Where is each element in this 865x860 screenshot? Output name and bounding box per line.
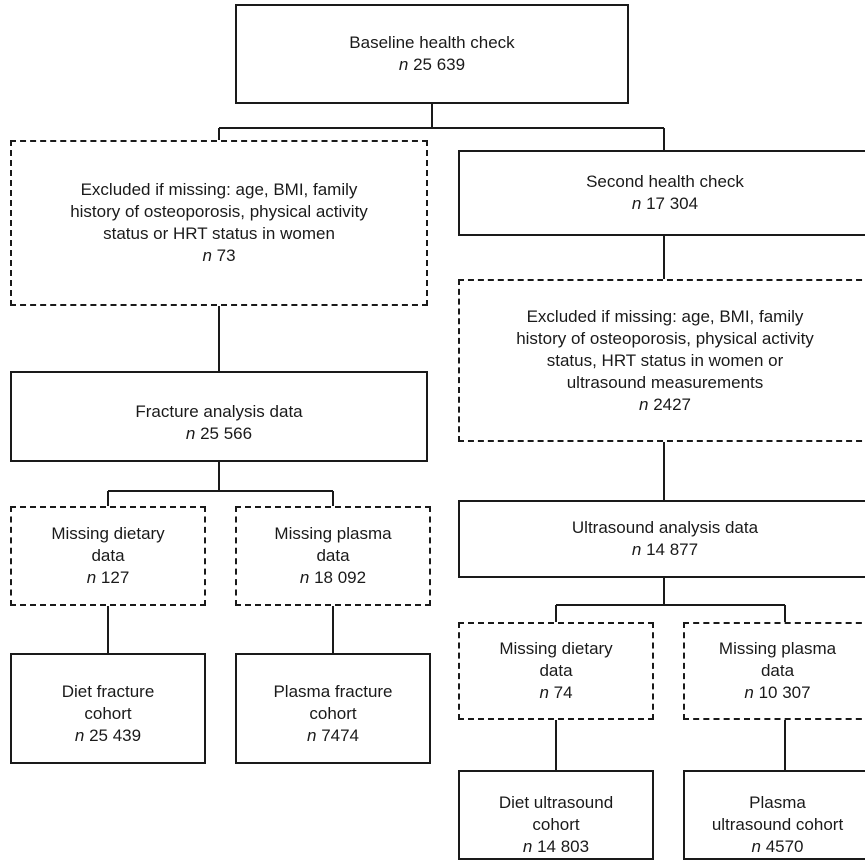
box-count: n 127	[86, 568, 130, 587]
box-label: Ultrasound analysis data	[571, 518, 759, 537]
box-count: n 25 639	[398, 55, 466, 74]
box-count: n 2427	[638, 394, 692, 414]
excluded-baseline-box: Excluded if missing: age, BMI, family hi…	[10, 140, 428, 306]
box-count: n 14 877	[631, 540, 699, 559]
plasma-ultrasound-cohort-box: Plasma ultrasound cohort n 4570	[683, 770, 865, 860]
baseline-health-check-box: Baseline health check n 25 639	[235, 4, 629, 104]
box-label: Fracture analysis data	[135, 402, 303, 421]
fracture-missing-dietary-box: Missing dietary data n 127	[10, 506, 206, 606]
box-label: Missing plasma data	[274, 524, 392, 565]
diet-fracture-cohort-box: Diet fracture cohort n 25 439	[10, 653, 206, 764]
box-count: n 10 307	[744, 683, 811, 702]
box-label: Plasma fracture cohort	[273, 682, 393, 723]
box-label: Excluded if missing: age, BMI, family hi…	[516, 306, 814, 392]
box-label: Diet fracture cohort	[61, 682, 155, 723]
fracture-missing-plasma-box: Missing plasma data n 18 092	[235, 506, 431, 606]
second-health-check-box: Second health check n 17 304	[458, 150, 865, 236]
box-count: n 25 566	[185, 424, 253, 443]
ultrasound-analysis-box: Ultrasound analysis data n 14 877	[458, 500, 865, 578]
box-label: Missing plasma data	[718, 639, 837, 680]
box-count: n 7474	[306, 726, 360, 745]
box-count: n 18 092	[299, 568, 367, 587]
diet-ultrasound-cohort-box: Diet ultrasound cohort n 14 803	[458, 770, 654, 860]
box-label: Missing dietary data	[499, 639, 613, 680]
box-count: n 25 439	[74, 726, 142, 745]
box-count: n 17 304	[631, 194, 699, 213]
fracture-analysis-box: Fracture analysis data n 25 566	[10, 371, 428, 462]
box-count: n 14 803	[522, 837, 590, 856]
box-label: Second health check	[586, 172, 744, 191]
ultrasound-missing-dietary-box: Missing dietary data n 74	[458, 622, 654, 720]
ultrasound-missing-plasma-box: Missing plasma data n 10 307	[683, 622, 865, 720]
box-count: n 4570	[751, 837, 804, 856]
excluded-second-box: Excluded if missing: age, BMI, family hi…	[458, 279, 865, 442]
box-label: Baseline health check	[349, 33, 515, 52]
box-count: n 74	[539, 683, 573, 702]
box-count: n 73	[202, 246, 236, 265]
box-label: Missing dietary data	[51, 524, 165, 565]
plasma-fracture-cohort-box: Plasma fracture cohort n 7474	[235, 653, 431, 764]
box-label: Diet ultrasound cohort	[498, 793, 614, 834]
box-label: Excluded if missing: age, BMI, family hi…	[70, 180, 368, 243]
box-label: Plasma ultrasound cohort	[711, 793, 844, 834]
